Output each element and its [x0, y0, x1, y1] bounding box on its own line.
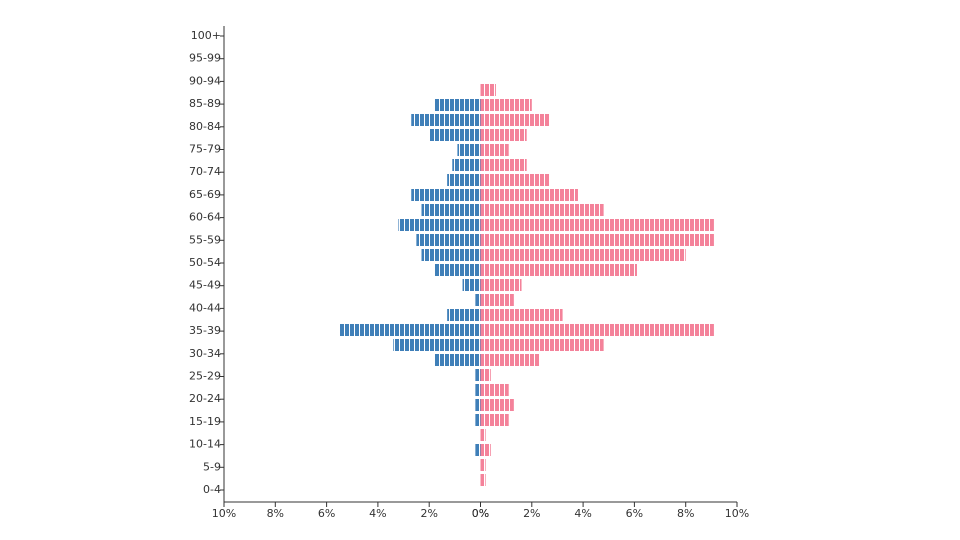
bar	[434, 264, 481, 276]
bar	[480, 159, 527, 171]
bar	[416, 234, 481, 246]
y-tick-label: 40-44	[189, 301, 221, 314]
bar	[480, 459, 486, 471]
bar	[447, 174, 481, 186]
y-tick-label: 0-4	[203, 483, 221, 496]
bar	[480, 174, 550, 186]
bar	[480, 234, 714, 246]
y-tick-label: 85-89	[189, 97, 221, 110]
bar	[452, 159, 481, 171]
bar	[480, 399, 514, 411]
x-tick-label: 0%	[472, 507, 489, 520]
y-tick-label: 20-24	[189, 392, 221, 405]
y-tick-label: 90-94	[189, 74, 221, 87]
x-tick-label: 4%	[369, 507, 386, 520]
y-tick-label: 25-29	[189, 370, 221, 383]
bar	[480, 324, 714, 336]
bar	[480, 219, 714, 231]
x-tick-label: 8%	[267, 507, 284, 520]
x-tick-label: 10%	[212, 507, 236, 520]
bar	[480, 384, 509, 396]
bar	[398, 219, 481, 231]
bar	[475, 444, 481, 456]
bar	[411, 114, 481, 126]
bar	[480, 204, 604, 216]
y-tick-label: 35-39	[189, 324, 221, 337]
x-tick-label: 0%	[472, 507, 489, 520]
bar	[421, 204, 481, 216]
y-tick-label: 80-84	[189, 120, 221, 133]
bar	[339, 324, 481, 336]
x-tick-label: 10%	[725, 507, 749, 520]
x-tick-label: 4%	[574, 507, 591, 520]
bar	[480, 309, 563, 321]
y-tick-label: 55-59	[189, 233, 221, 246]
bar	[480, 279, 522, 291]
bar	[457, 144, 481, 156]
y-tick-label: 95-99	[189, 52, 221, 65]
y-tick-label: 10-14	[189, 438, 221, 451]
bar	[447, 309, 481, 321]
y-tick-label: 45-49	[189, 279, 221, 292]
y-tick-label: 50-54	[189, 256, 221, 269]
bar	[480, 429, 486, 441]
bar	[480, 249, 686, 261]
bar	[480, 99, 532, 111]
bar	[480, 474, 486, 486]
bar	[429, 129, 481, 141]
x-tick-label: 6%	[318, 507, 335, 520]
y-tick-label: 65-69	[189, 188, 221, 201]
bar	[480, 369, 491, 381]
bar	[475, 384, 481, 396]
bar	[480, 339, 604, 351]
bar	[480, 264, 637, 276]
bar	[480, 294, 514, 306]
y-tick-label: 60-64	[189, 211, 221, 224]
y-tick-label: 100+	[191, 29, 221, 42]
bar	[480, 189, 578, 201]
y-tick-label: 5-9	[203, 460, 221, 473]
x-tick-label: 2%	[420, 507, 437, 520]
bar	[480, 129, 527, 141]
bar	[462, 279, 481, 291]
bar	[434, 354, 481, 366]
bar	[434, 99, 481, 111]
bar	[480, 414, 509, 426]
bar	[393, 339, 481, 351]
x-tick-label: 6%	[626, 507, 643, 520]
x-tick-label: 2%	[523, 507, 540, 520]
bar	[480, 84, 496, 96]
bar	[475, 294, 481, 306]
bar	[480, 114, 550, 126]
bar	[480, 444, 491, 456]
bar	[411, 189, 481, 201]
bar	[475, 414, 481, 426]
bar	[475, 369, 481, 381]
bar	[480, 144, 509, 156]
bar	[480, 354, 540, 366]
y-tick-label: 70-74	[189, 165, 221, 178]
y-tick-label: 15-19	[189, 415, 221, 428]
y-tick-label: 30-34	[189, 347, 221, 360]
y-tick-label: 75-79	[189, 143, 221, 156]
bar	[475, 399, 481, 411]
x-tick-label: 8%	[677, 507, 694, 520]
bar	[421, 249, 481, 261]
